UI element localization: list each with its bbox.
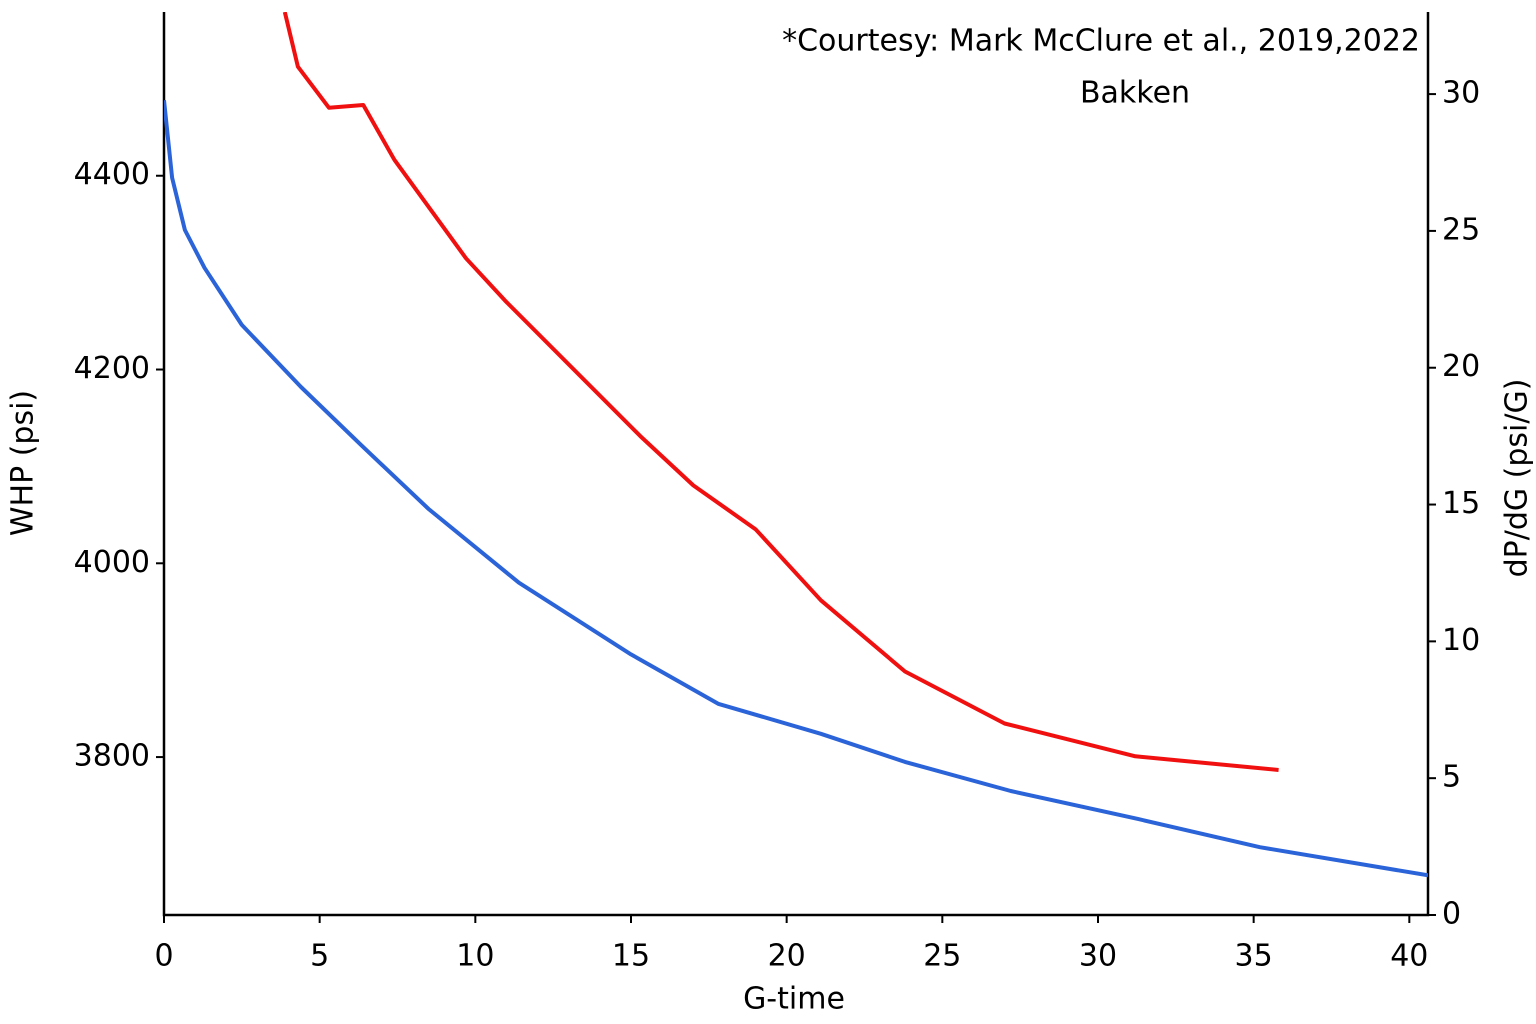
x-tick-label: 35 <box>1235 939 1273 974</box>
y2-tick-label: 0 <box>1442 897 1461 932</box>
y2-tick-label: 20 <box>1442 349 1480 384</box>
y2-tick-label: 25 <box>1442 212 1480 247</box>
y2-axis-label: dP/dG (psi/G) <box>1500 379 1535 578</box>
x-tick-label: 5 <box>310 939 329 974</box>
y2-tick-label: 5 <box>1442 760 1461 795</box>
axes <box>162 12 1430 917</box>
x-tick-label: 0 <box>154 939 173 974</box>
y-tick-label: 4000 <box>74 545 150 580</box>
x-tick-label: 40 <box>1390 939 1428 974</box>
y2-tick-label: 10 <box>1442 623 1480 658</box>
y2-tick-label: 30 <box>1442 76 1480 111</box>
x-axis-label: G-time <box>743 982 845 1017</box>
x-tick-label: 25 <box>923 939 961 974</box>
series-line <box>282 12 1279 772</box>
y-tick-label: 4200 <box>74 351 150 386</box>
series-line <box>164 99 1428 878</box>
x-tick-label: 30 <box>1079 939 1117 974</box>
chart-title: Bakken <box>1080 76 1190 111</box>
y-axis-label: WHP (psi) <box>6 390 41 536</box>
y2-tick-label: 15 <box>1442 486 1480 521</box>
y-tick-label: 3800 <box>74 739 150 774</box>
y-tick-label: 4400 <box>74 157 150 192</box>
x-tick-label: 15 <box>612 939 650 974</box>
annotation: *Courtesy: Mark McClure et al., 2019,202… <box>782 24 1420 59</box>
x-tick-label: 10 <box>456 939 494 974</box>
x-tick-label: 20 <box>768 939 806 974</box>
